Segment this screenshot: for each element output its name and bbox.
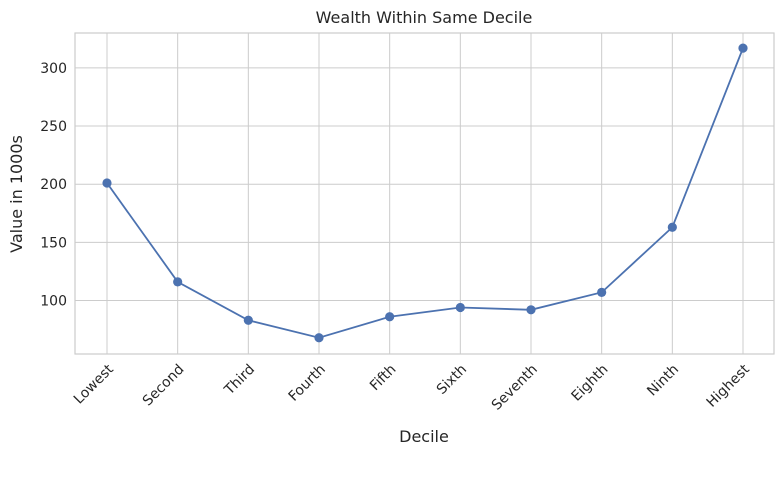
x-tick-label: Seventh	[489, 362, 541, 414]
x-axis-label: Decile	[399, 427, 449, 446]
data-point	[455, 302, 465, 313]
y-gridlines	[75, 67, 774, 301]
data-point	[597, 287, 607, 297]
data-point	[173, 277, 183, 287]
x-gridlines	[106, 33, 744, 354]
y-tick-label: 300	[40, 61, 67, 77]
x-tick-label: Highest	[704, 361, 754, 411]
y-tick-label: 150	[40, 235, 67, 251]
x-tick-label: Sixth	[434, 362, 470, 398]
x-tick-label: Second	[140, 362, 188, 410]
y-tick-labels: 100 150 200 250 300	[40, 61, 67, 310]
data-point	[243, 315, 253, 325]
data-point	[667, 222, 677, 232]
y-axis-label: Value in 1000s	[7, 135, 26, 253]
x-tick-label: Fifth	[367, 362, 400, 395]
x-tick-labels: Lowest Second Third Fourth Fifth Sixth Seventh…	[71, 361, 753, 413]
y-tick-label: 100	[40, 294, 67, 310]
data-point	[738, 43, 748, 53]
series-line	[106, 47, 744, 339]
x-tick-label: Ninth	[644, 362, 682, 400]
data-point	[102, 178, 112, 188]
plot-area-frame	[74, 32, 775, 355]
y-tick-label: 250	[40, 119, 67, 135]
x-tick-label: Third	[221, 362, 258, 399]
chart-title: Wealth Within Same Decile	[316, 8, 533, 27]
y-tick-label: 200	[40, 177, 67, 193]
x-tick-label: Eighth	[568, 362, 611, 405]
series-group	[102, 43, 748, 343]
data-point	[526, 305, 536, 315]
data-point	[314, 333, 324, 343]
x-tick-label: Lowest	[71, 361, 117, 407]
data-point	[385, 312, 395, 322]
x-tick-label: Fourth	[286, 362, 329, 405]
